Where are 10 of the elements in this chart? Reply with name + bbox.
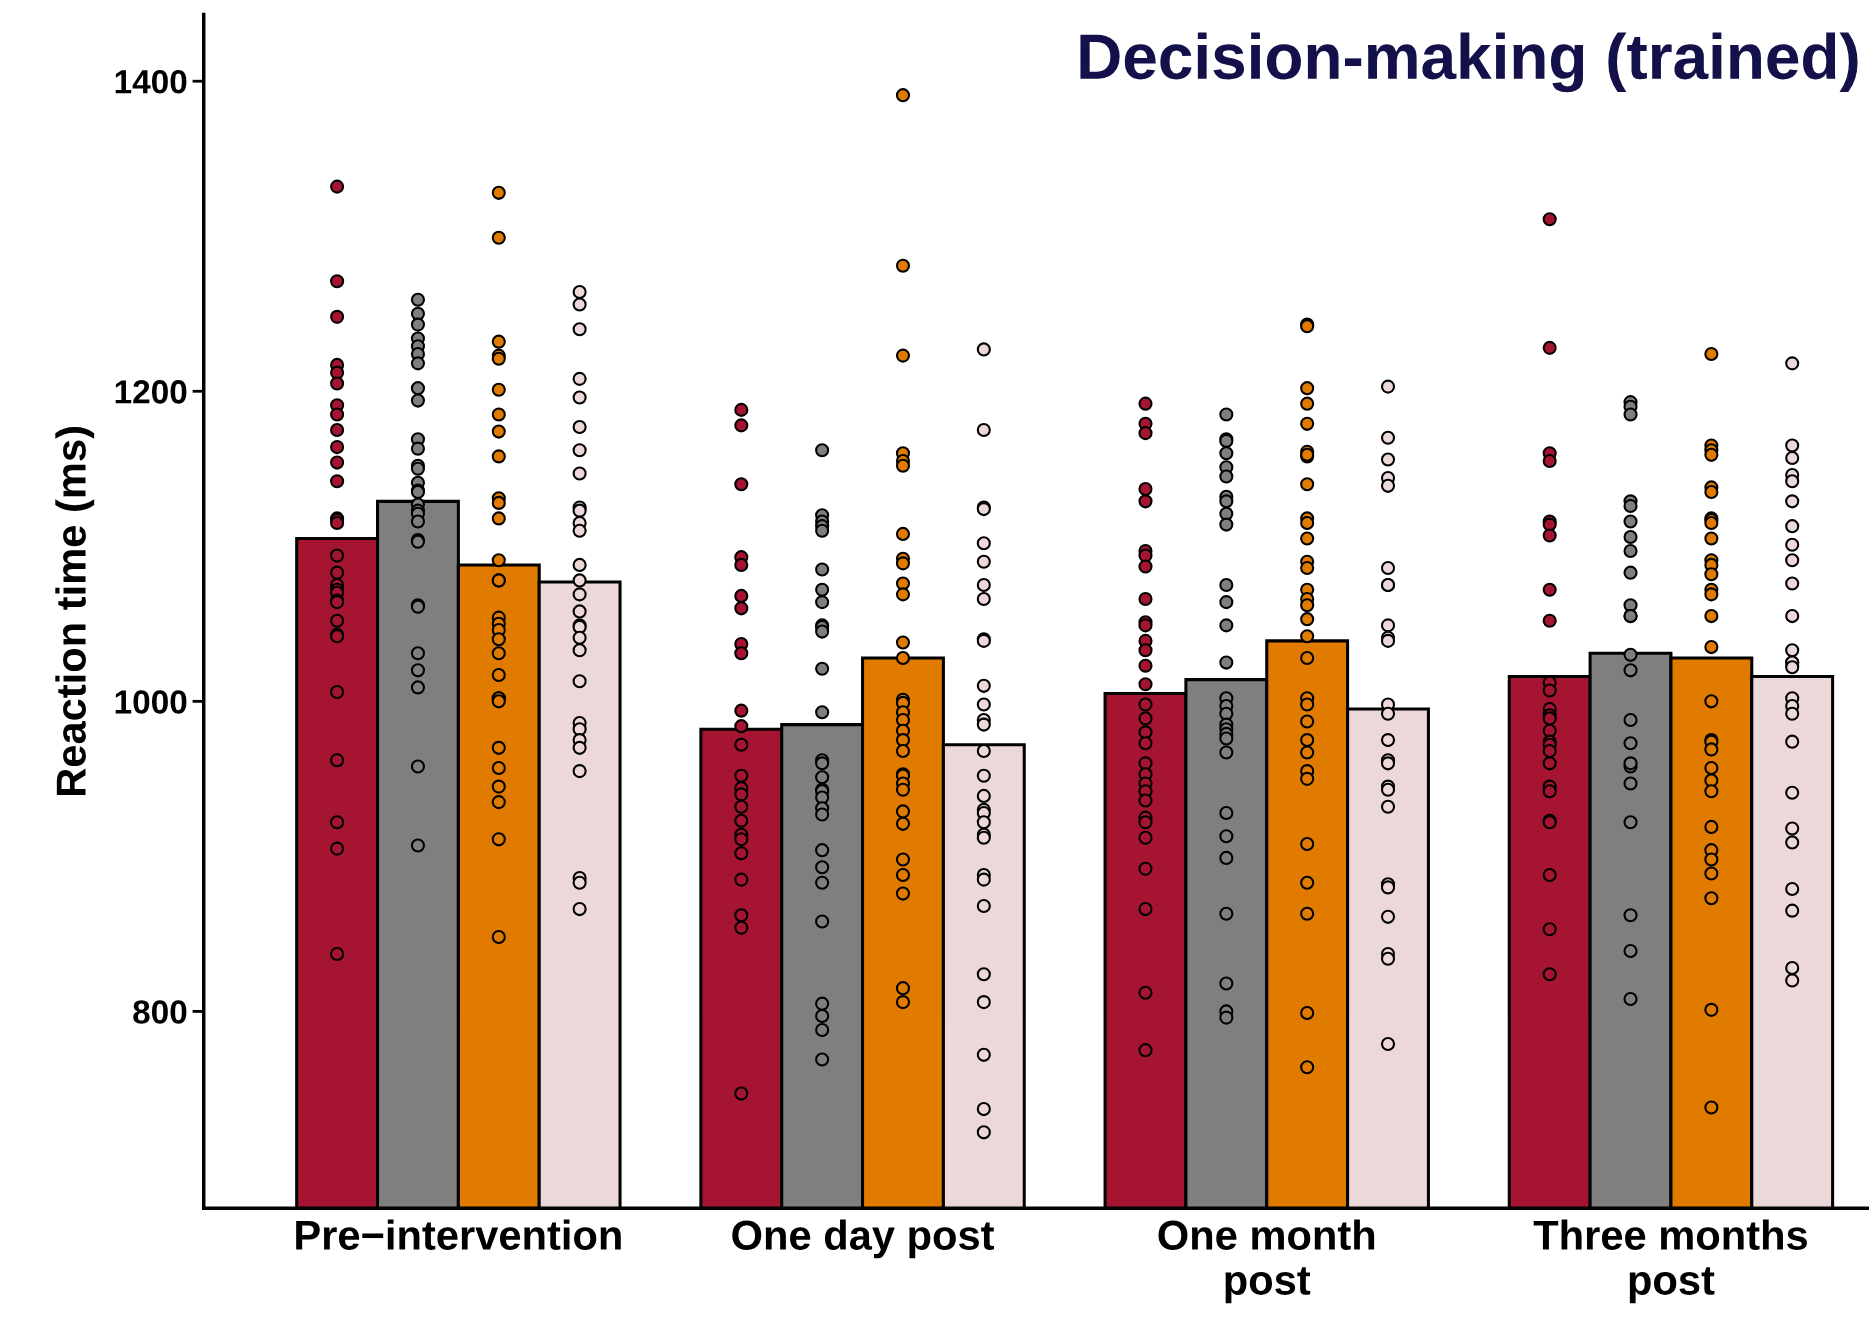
y-tick-label: 1200: [115, 380, 187, 404]
y-tick-label: 800: [133, 1000, 187, 1024]
x-tick-label: One month post: [1158, 1219, 1375, 1304]
x-tick-label: One day post: [732, 1219, 995, 1259]
chart-title: Decision-making (trained): [1080, 32, 1858, 93]
y-tick-label: 1000: [115, 690, 187, 714]
x-tick-label: Three months post: [1533, 1219, 1807, 1304]
x-tick-label: Pre−intervention: [296, 1219, 621, 1251]
y-axis-title: Reaction time (ms): [55, 427, 95, 796]
y-tick-label: 1400: [115, 70, 187, 94]
